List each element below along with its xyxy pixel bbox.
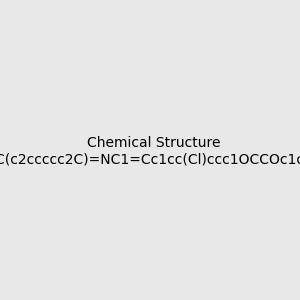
Text: Chemical Structure
O=C1OC(c2ccccc2C)=NC1=Cc1cc(Cl)ccc1OCCOc1ccccc1OC: Chemical Structure O=C1OC(c2ccccc2C)=NC1… — [0, 136, 300, 166]
